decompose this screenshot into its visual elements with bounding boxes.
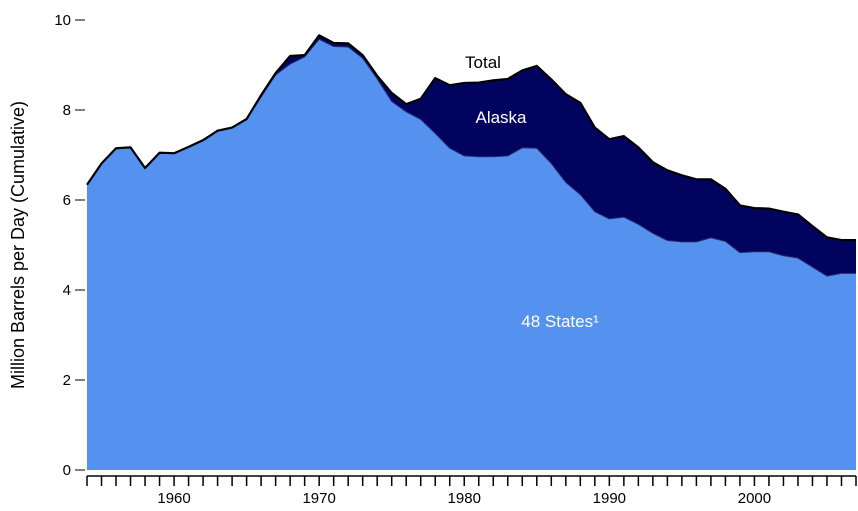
y-tick-label: 4 — [63, 282, 71, 299]
x-tick-label: 1990 — [593, 490, 626, 507]
y-tick-label: 6 — [63, 192, 71, 209]
plot-area — [86, 34, 856, 470]
y-tick-label: 2 — [63, 372, 71, 389]
states48-area — [87, 39, 856, 470]
x-tick-label: 2000 — [738, 490, 771, 507]
axes: 0 2 4 6 8 10 1960 1970 1980 1990 2000 — [54, 12, 857, 507]
y-axis-title: Million Barrels per Day (Cumulative) — [8, 101, 28, 389]
chart-labels: Million Barrels per Day (Cumulative) Tot… — [8, 53, 599, 389]
y-tick-label: 8 — [63, 102, 71, 119]
y-tick-label: 0 — [63, 462, 71, 479]
x-tick-label: 1960 — [157, 490, 190, 507]
alaska-area — [87, 35, 856, 277]
alaska-series-label: Alaska — [475, 108, 527, 127]
x-tick-label: 1980 — [448, 490, 481, 507]
y-tick-label: 10 — [54, 12, 71, 29]
states48-series-label: 48 States¹ — [521, 312, 599, 331]
x-tick-label: 1970 — [302, 490, 335, 507]
total-line — [86, 34, 856, 242]
total-series-label: Total — [465, 53, 501, 72]
